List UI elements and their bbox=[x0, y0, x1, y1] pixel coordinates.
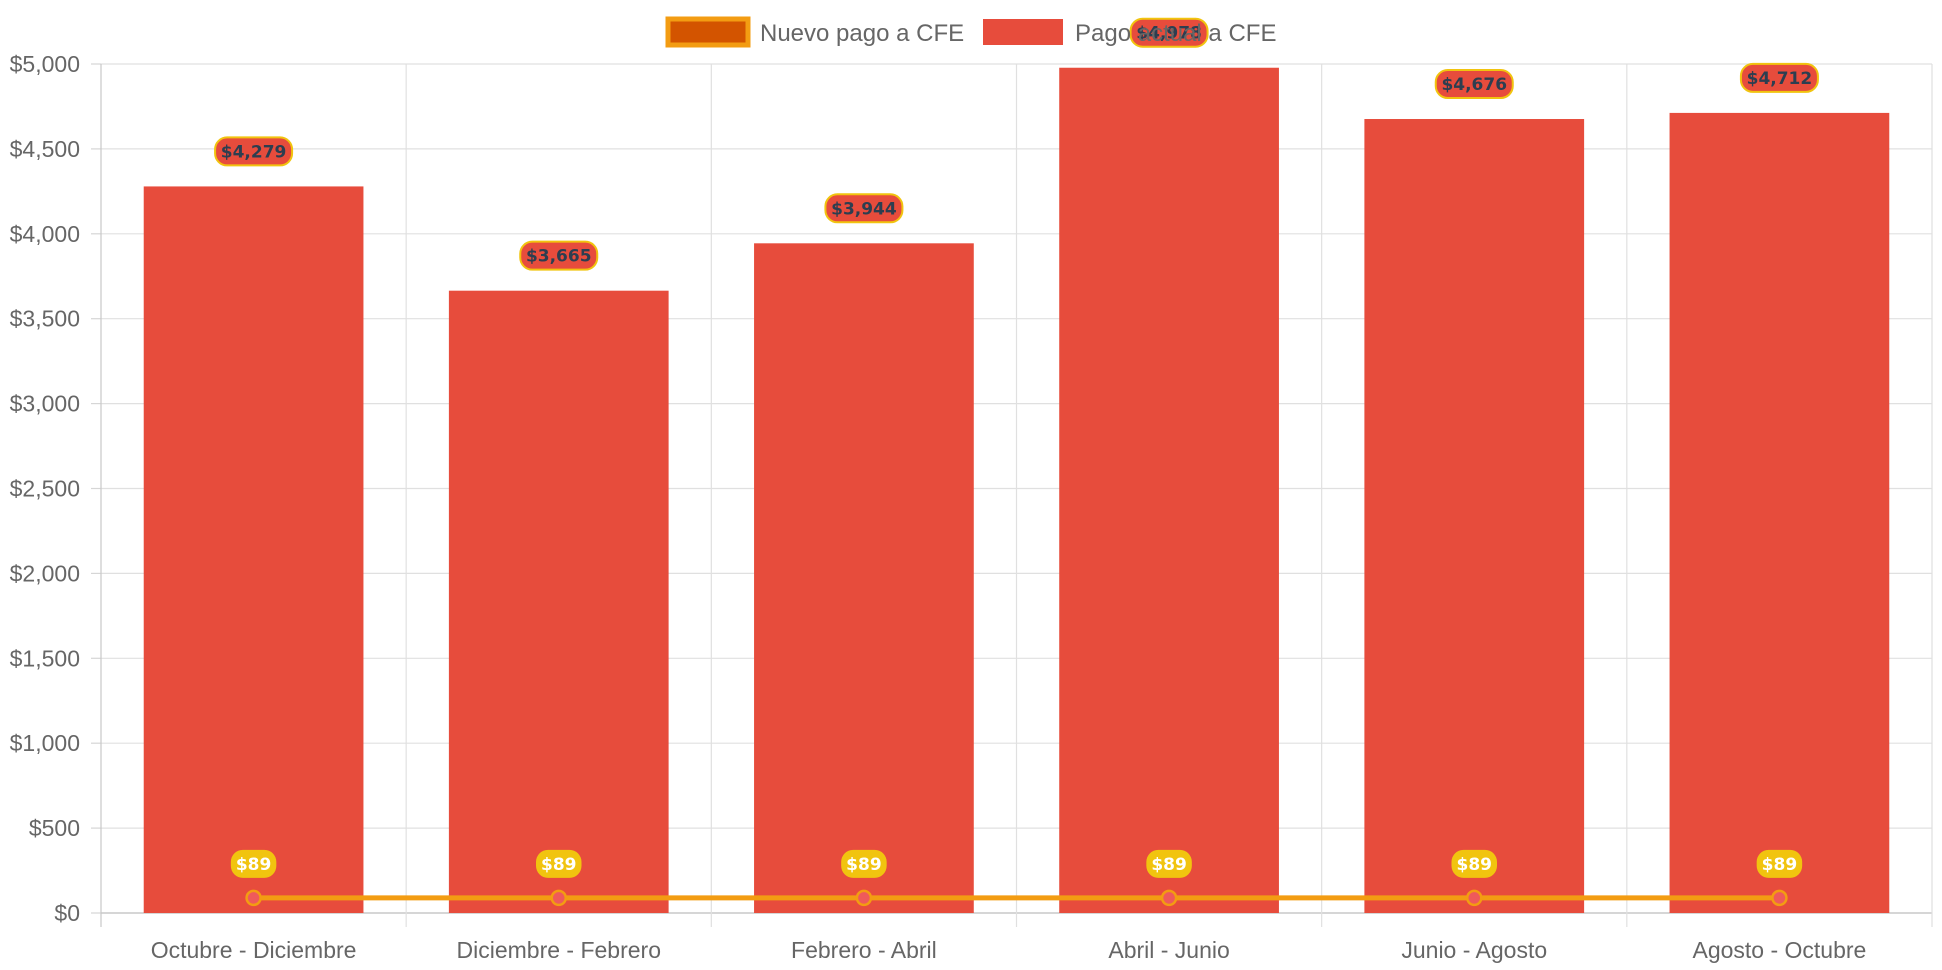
data-label-nuevo-pago-text: $89 bbox=[846, 855, 882, 875]
data-label-nuevo-pago-bg bbox=[1451, 849, 1497, 878]
data-label-pago-actual: $4,279 bbox=[214, 136, 294, 167]
data-label-nuevo-pago: $89 bbox=[1146, 849, 1192, 878]
point-nuevo-pago bbox=[1771, 889, 1788, 907]
data-label-nuevo-pago: $89 bbox=[841, 849, 887, 878]
x-tick-label: Abril - Junio bbox=[1108, 937, 1229, 963]
data-labels: $4,279 $3,665 $3,944 $4,978 $4,676 $4,712 $89 $… bbox=[214, 17, 1819, 878]
x-tick-label: Junio - Agosto bbox=[1401, 937, 1547, 963]
data-label-pago-actual-bg bbox=[519, 240, 599, 271]
data-label-nuevo-pago-text: $89 bbox=[1762, 855, 1798, 875]
data-label-nuevo-pago-bg bbox=[230, 849, 277, 878]
data-label-pago-actual-bg bbox=[1129, 17, 1209, 48]
data-label-pago-actual: $4,712 bbox=[1739, 62, 1819, 93]
data-label-nuevo-pago-text: $89 bbox=[236, 855, 272, 875]
bars bbox=[143, 67, 1890, 914]
bar-pago-actual bbox=[1669, 112, 1890, 913]
point-nuevo-pago bbox=[1466, 889, 1483, 907]
y-tick-label: $1,500 bbox=[10, 645, 80, 671]
y-tick-label: $1,000 bbox=[10, 730, 80, 756]
y-tick-label: $2,500 bbox=[10, 476, 80, 502]
data-label-pago-actual: $3,665 bbox=[519, 240, 599, 271]
data-label-pago-actual-text: $4,279 bbox=[221, 142, 287, 162]
bar-pago-actual bbox=[143, 186, 364, 914]
data-label-pago-actual-text: $4,978 bbox=[1136, 24, 1202, 44]
y-tick-label: $4,500 bbox=[10, 136, 80, 162]
y-tick-label: $4,000 bbox=[10, 221, 80, 247]
point-nuevo-pago bbox=[245, 889, 262, 907]
data-label-pago-actual-text: $3,665 bbox=[526, 247, 592, 267]
line-series bbox=[245, 889, 1788, 907]
y-tick-label: $5,000 bbox=[10, 51, 80, 77]
data-label-pago-actual-text: $3,944 bbox=[831, 199, 897, 219]
legend-label-nuevo-pago: Nuevo pago a CFE bbox=[760, 20, 964, 47]
y-tick-label: $500 bbox=[29, 815, 80, 841]
data-label-nuevo-pago-text: $89 bbox=[1457, 855, 1493, 875]
data-label-pago-actual: $4,676 bbox=[1434, 69, 1514, 100]
x-tick-label: Agosto - Octubre bbox=[1692, 937, 1866, 963]
y-tick-label: $3,000 bbox=[10, 391, 80, 417]
data-label-nuevo-pago-text: $89 bbox=[1151, 855, 1187, 875]
x-tick-label: Diciembre - Febrero bbox=[457, 937, 662, 963]
data-label-pago-actual: $3,944 bbox=[824, 193, 904, 224]
legend-swatch-pago-actual bbox=[983, 19, 1063, 45]
data-label-nuevo-pago-bg bbox=[841, 849, 887, 878]
legend[interactable]: Nuevo pago a CFE Pago actual a CFE bbox=[665, 16, 1276, 48]
legend-item-nuevo-pago[interactable]: Nuevo pago a CFE bbox=[665, 16, 964, 48]
data-label-nuevo-pago-text: $89 bbox=[541, 855, 577, 875]
y-tick-label: $2,000 bbox=[10, 560, 80, 586]
bar-pago-actual bbox=[1364, 119, 1585, 913]
data-label-pago-actual-text: $4,712 bbox=[1747, 69, 1813, 89]
legend-label-pago-actual: Pago actual a CFE bbox=[1075, 20, 1276, 47]
data-label-nuevo-pago: $89 bbox=[536, 849, 582, 878]
grid bbox=[91, 63, 1933, 927]
bar-pago-actual bbox=[1059, 67, 1279, 914]
point-nuevo-pago bbox=[855, 889, 873, 907]
data-label-nuevo-pago-bg bbox=[1146, 849, 1192, 878]
data-label-nuevo-pago: $89 bbox=[1451, 849, 1497, 878]
x-tick-label: Octubre - Diciembre bbox=[151, 937, 357, 963]
bar-pago-actual bbox=[448, 290, 669, 914]
data-label-pago-actual-bg bbox=[824, 193, 904, 224]
y-tick-label: $0 bbox=[54, 900, 80, 926]
data-label-pago-actual-bg bbox=[1739, 62, 1819, 93]
legend-swatch-nuevo-pago bbox=[665, 16, 751, 48]
bar-pago-actual bbox=[754, 243, 974, 913]
data-label-pago-actual-text: $4,676 bbox=[1441, 75, 1507, 95]
y-tick-label: $3,500 bbox=[10, 306, 80, 332]
point-nuevo-pago bbox=[1160, 889, 1178, 907]
data-label-nuevo-pago: $89 bbox=[1756, 849, 1803, 878]
legend-item-pago-actual[interactable]: Pago actual a CFE bbox=[983, 19, 1276, 47]
data-label-pago-actual-bg bbox=[214, 136, 294, 167]
data-label-pago-actual-bg bbox=[1434, 69, 1514, 100]
axes: $0 $500 $1,000 $1,500 $2,000 $2,500 $3,000 $3,5… bbox=[10, 51, 1867, 963]
data-label-nuevo-pago-bg bbox=[536, 849, 582, 878]
data-label-pago-actual: $4,978 bbox=[1129, 17, 1209, 48]
data-label-nuevo-pago: $89 bbox=[230, 849, 277, 878]
point-nuevo-pago bbox=[550, 889, 567, 907]
x-tick-label: Febrero - Abril bbox=[791, 937, 937, 963]
data-label-nuevo-pago-bg bbox=[1756, 849, 1803, 878]
